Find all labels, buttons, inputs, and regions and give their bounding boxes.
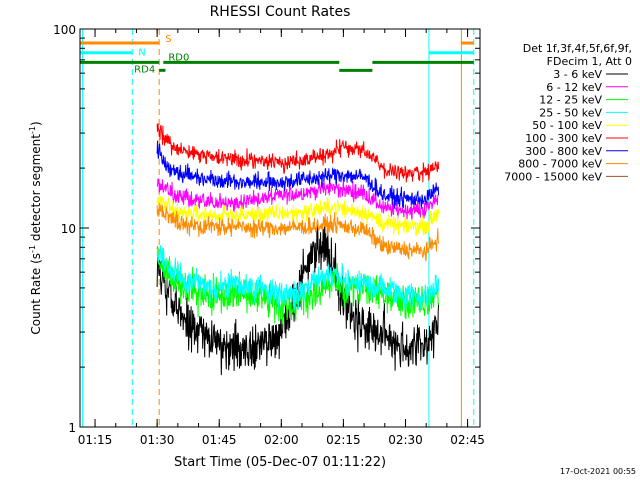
- x-axis-label: Start Time (05-Dec-07 01:11:22): [174, 455, 386, 470]
- y-axis-label: Count Rate (s-1 detector segment-1): [28, 121, 43, 334]
- legend-label: 7000 - 15000 keV: [504, 170, 602, 183]
- state-bar-label: S: [165, 34, 171, 45]
- legend-label: 800 - 7000 keV: [518, 158, 602, 171]
- series-line: [156, 140, 440, 209]
- chart-title: RHESSI Count Rates: [210, 4, 351, 20]
- series-line: [156, 245, 440, 310]
- x-tick-label: 02:30: [388, 433, 423, 447]
- y-tick-label: 10: [61, 222, 76, 236]
- x-tick-label: 02:15: [326, 433, 361, 447]
- y-axis-label-part: ): [29, 121, 43, 126]
- legend-label: 50 - 100 keV: [532, 119, 602, 132]
- x-tick-label: 01:45: [202, 433, 237, 447]
- legend: Det 1f,3f,4f,5f,6f,9f, FDecim 1, Att 0 3…: [504, 42, 632, 183]
- legend-label: 100 - 300 keV: [525, 132, 602, 145]
- state-bar-label: RD4: [134, 64, 155, 75]
- legend-label: 6 - 12 keV: [546, 81, 602, 94]
- tick-layer: 01:15 01:30 01:45 02:00 02:15 02:30 02:45 1 10 10…: [53, 23, 485, 447]
- series-line: [156, 203, 440, 262]
- legend-label: 300 - 800 keV: [525, 145, 602, 158]
- y-axis-label-exponent: -1: [28, 126, 37, 134]
- legend-label: 3 - 6 keV: [553, 68, 602, 81]
- legend-header-line: Det 1f,3f,4f,5f,6f,9f,: [523, 42, 632, 55]
- footer-date: 17-Oct-2021 00:55: [560, 467, 636, 476]
- y-tick-label: 1: [68, 421, 76, 435]
- x-tick-label: 01:15: [78, 433, 113, 447]
- x-tick-label: 02:45: [450, 433, 485, 447]
- y-axis-label-part: Count Rate (s: [29, 253, 43, 335]
- y-tick-label: 100: [53, 23, 76, 37]
- legend-label: 12 - 25 keV: [539, 94, 602, 107]
- annotation-layer: S N RD4 RD0: [80, 29, 475, 427]
- x-tick-label: 02:00: [264, 433, 299, 447]
- series-layer: [156, 123, 440, 376]
- y-axis-label-part: detector segment: [29, 134, 43, 245]
- legend-label: 25 - 50 keV: [539, 106, 602, 119]
- y-axis-label-exponent: -1: [28, 245, 37, 253]
- series-line: [156, 178, 440, 220]
- series-line: [156, 123, 440, 183]
- x-tick-label: 01:30: [140, 433, 175, 447]
- state-bar-label: RD0: [168, 52, 189, 63]
- legend-header-line: FDecim 1, Att 0: [547, 55, 632, 68]
- state-bar-label: N: [138, 48, 145, 59]
